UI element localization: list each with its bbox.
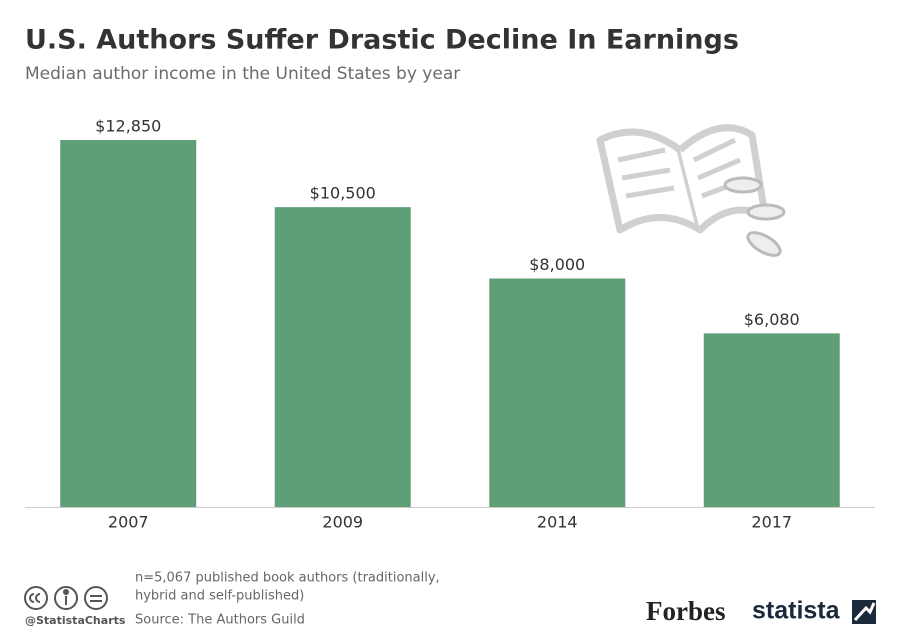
- statista-logo: statista: [752, 597, 841, 625]
- bar: [60, 140, 197, 507]
- chart-title: U.S. Authors Suffer Drastic Decline In E…: [25, 25, 739, 56]
- book-illustration: [596, 124, 786, 257]
- note-line: n=5,067 published book authors (traditio…: [135, 571, 440, 586]
- forbes-logo: Forbes: [646, 596, 725, 626]
- value-label: $12,850: [95, 117, 161, 136]
- value-label: $10,500: [310, 184, 376, 203]
- license-icons: [24, 586, 108, 610]
- value-label: $6,080: [744, 310, 800, 329]
- x-tick-label: 2009: [322, 513, 363, 532]
- bar: [274, 207, 411, 507]
- bar: [489, 278, 626, 507]
- note-line: hybrid and self-published): [135, 589, 304, 604]
- source: Source: The Authors Guild: [135, 613, 305, 628]
- statista-icon: [852, 600, 876, 624]
- x-tick-label: 2017: [751, 513, 792, 532]
- bar: [703, 333, 840, 507]
- chart-subtitle: Median author income in the United State…: [25, 64, 460, 84]
- x-tick-label: 2007: [108, 513, 149, 532]
- value-label: $8,000: [529, 255, 585, 274]
- credit: @StatistaCharts: [25, 614, 126, 627]
- x-tick-label: 2014: [537, 513, 578, 532]
